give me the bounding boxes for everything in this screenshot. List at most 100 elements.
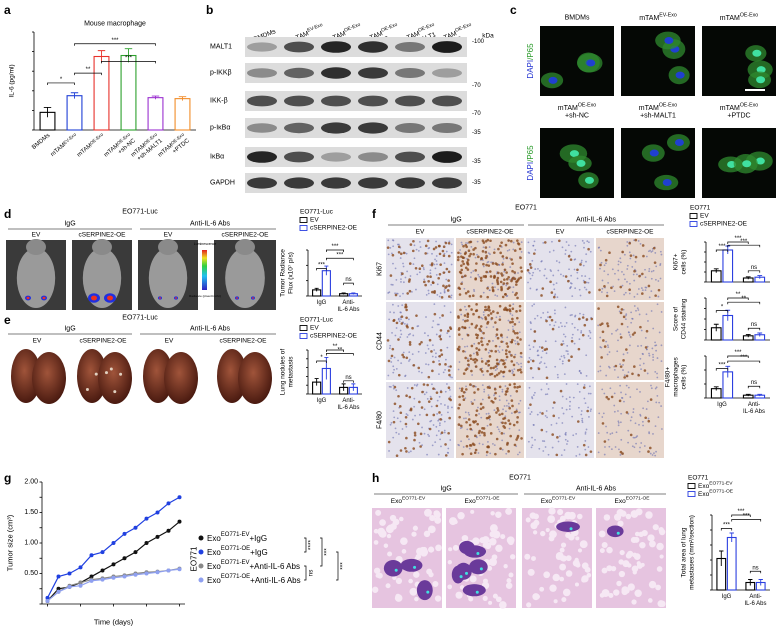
nucleus [423, 393, 426, 396]
nucleus [498, 360, 501, 362]
stain [519, 368, 522, 371]
nucleus [488, 349, 491, 352]
stain [461, 256, 465, 259]
nucleus [626, 264, 629, 267]
legend-swatch [687, 483, 696, 489]
stain [647, 450, 650, 453]
stain [629, 433, 633, 437]
label-group: EV [310, 325, 319, 332]
stain [621, 452, 624, 455]
nucleus [619, 257, 622, 260]
label-group: IgG [722, 594, 732, 600]
superscript: OE-Exo [88, 131, 104, 145]
nucleus [583, 242, 586, 244]
signal [26, 296, 30, 300]
nucleus [531, 436, 533, 439]
stain [488, 309, 491, 312]
nucleus [547, 388, 550, 390]
alveolus [481, 536, 490, 544]
superscript: EV-Exo [659, 13, 677, 19]
stain [608, 251, 611, 254]
nucleus [661, 428, 663, 430]
alveolus [506, 536, 515, 545]
panel-letter: h [372, 471, 379, 485]
nucleus [504, 415, 507, 418]
nucleus [613, 290, 616, 293]
error-bar [719, 550, 724, 566]
nucleus [436, 263, 438, 266]
stain [470, 344, 474, 348]
label-group: GAPDH [210, 180, 235, 187]
nucleus [445, 358, 447, 361]
stain [458, 403, 462, 407]
alveolus [469, 575, 477, 583]
nucleus [421, 444, 423, 447]
nucleus [498, 351, 501, 354]
nucleus [636, 273, 638, 276]
stain [603, 440, 607, 443]
point [67, 571, 72, 576]
nucleus [606, 344, 609, 347]
nucleus [563, 325, 566, 328]
blot-band [284, 95, 314, 107]
point [56, 574, 61, 579]
nucleus [658, 401, 661, 404]
nucleus [398, 243, 400, 246]
nucleus [632, 273, 635, 276]
nucleus [474, 256, 477, 259]
stain [578, 317, 581, 321]
alveolus [461, 535, 466, 540]
nucleus [624, 318, 627, 321]
point [144, 571, 149, 576]
stain [587, 247, 590, 251]
nucleus [562, 275, 565, 277]
nucleus [392, 410, 395, 413]
nucleus [633, 295, 636, 298]
nucleus [481, 398, 484, 401]
stain [486, 238, 490, 242]
blot-band [247, 68, 277, 78]
nucleus [616, 328, 619, 331]
stain [496, 280, 499, 284]
label-group: *** [125, 55, 133, 61]
nucleus [427, 334, 429, 337]
nucleus [413, 257, 416, 260]
nucleus [488, 289, 491, 292]
nucleus [449, 395, 452, 398]
label-group: Anti-IL-6 Abs [576, 486, 617, 493]
nucleus [538, 447, 541, 450]
blot-band [247, 177, 277, 189]
ihc-image [386, 382, 454, 458]
nucleus [580, 261, 583, 264]
stain [513, 443, 517, 447]
nucleus [601, 287, 604, 290]
alveolus [564, 511, 572, 520]
stain [476, 388, 480, 391]
label-line2: IL-6 Abs [337, 307, 359, 313]
nucleus [498, 263, 501, 266]
nucleus [569, 314, 572, 317]
nucleus [508, 249, 511, 251]
nucleus [463, 345, 466, 348]
nucleus [527, 281, 529, 284]
alveolus [412, 525, 418, 531]
nucleus [464, 305, 466, 308]
nucleus [466, 357, 469, 360]
nucleus [399, 257, 402, 259]
significance-label: *** [718, 244, 726, 250]
stain [649, 398, 653, 401]
alveolus [508, 572, 514, 578]
stain [426, 383, 429, 387]
stain [483, 431, 486, 435]
nucleus [517, 363, 520, 366]
nucleus [517, 272, 519, 274]
nucleus [411, 290, 413, 293]
kda-marker: -100 [472, 39, 485, 45]
nucleus [569, 400, 572, 403]
nucleus [617, 410, 619, 412]
significance-label: ** [741, 296, 746, 302]
nucleus [583, 384, 586, 386]
blot-band [358, 41, 388, 53]
y-axis-label: Tumor size (cm³) [6, 514, 15, 571]
stain [511, 269, 514, 273]
